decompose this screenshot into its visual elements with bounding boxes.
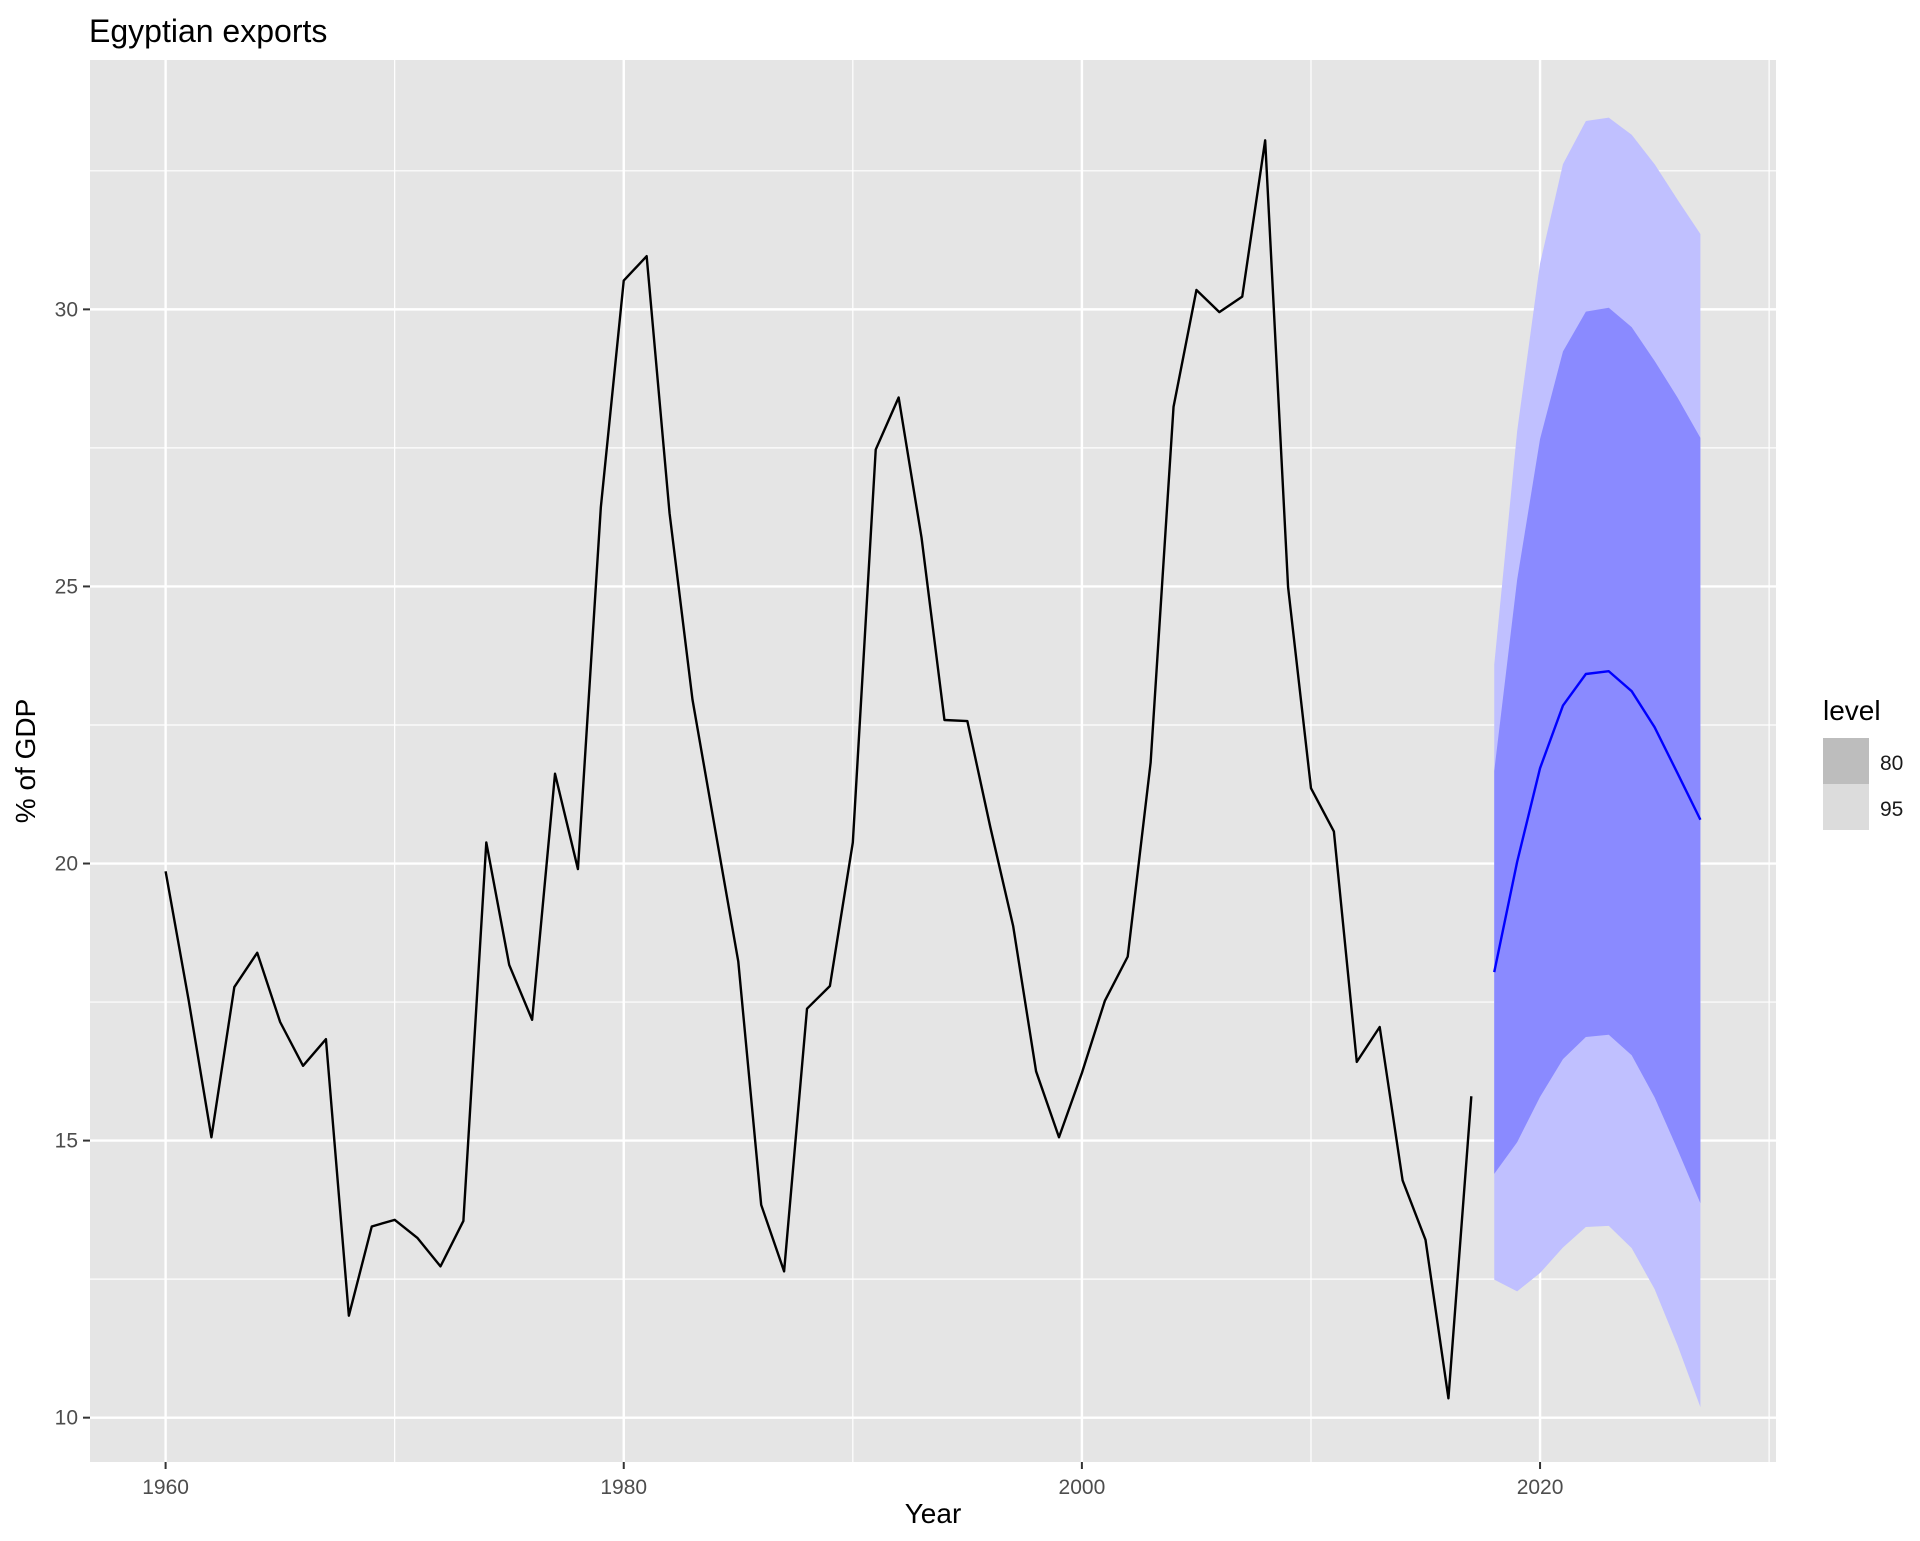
history-line	[164, 139, 1473, 1400]
y-axis: 10 15 20 25 30	[55, 298, 90, 1430]
series-lines	[164, 139, 1702, 1400]
x-tick-label: 1980	[600, 1476, 647, 1499]
x-axis: 1960 1980 2000 2020	[142, 1462, 1563, 1499]
legend-label-95: 95	[1880, 798, 1903, 821]
y-tick-label: 15	[55, 1130, 78, 1153]
forecast-line	[1493, 670, 1702, 973]
x-tick-label: 2000	[1059, 1476, 1106, 1499]
y-tick-label: 25	[55, 575, 78, 598]
y-tick-label: 20	[55, 853, 78, 876]
band-80	[1494, 307, 1701, 1204]
legend-key-95	[1823, 784, 1869, 830]
y-tick-label: 30	[55, 298, 78, 321]
x-tick-label: 2020	[1517, 1476, 1564, 1499]
legend-title: level	[1823, 695, 1881, 726]
y-tick-label: 10	[55, 1407, 78, 1430]
y-axis-label: % of GDP	[10, 699, 41, 823]
chart-title: Egyptian exports	[89, 13, 327, 49]
x-tick-label: 1960	[142, 1476, 189, 1499]
legend-key-80	[1823, 738, 1869, 784]
x-axis-label: Year	[905, 1498, 962, 1529]
legend: level 80 95	[1823, 695, 1903, 830]
prediction-intervals	[1494, 117, 1701, 1408]
legend-label-80: 80	[1880, 752, 1903, 775]
